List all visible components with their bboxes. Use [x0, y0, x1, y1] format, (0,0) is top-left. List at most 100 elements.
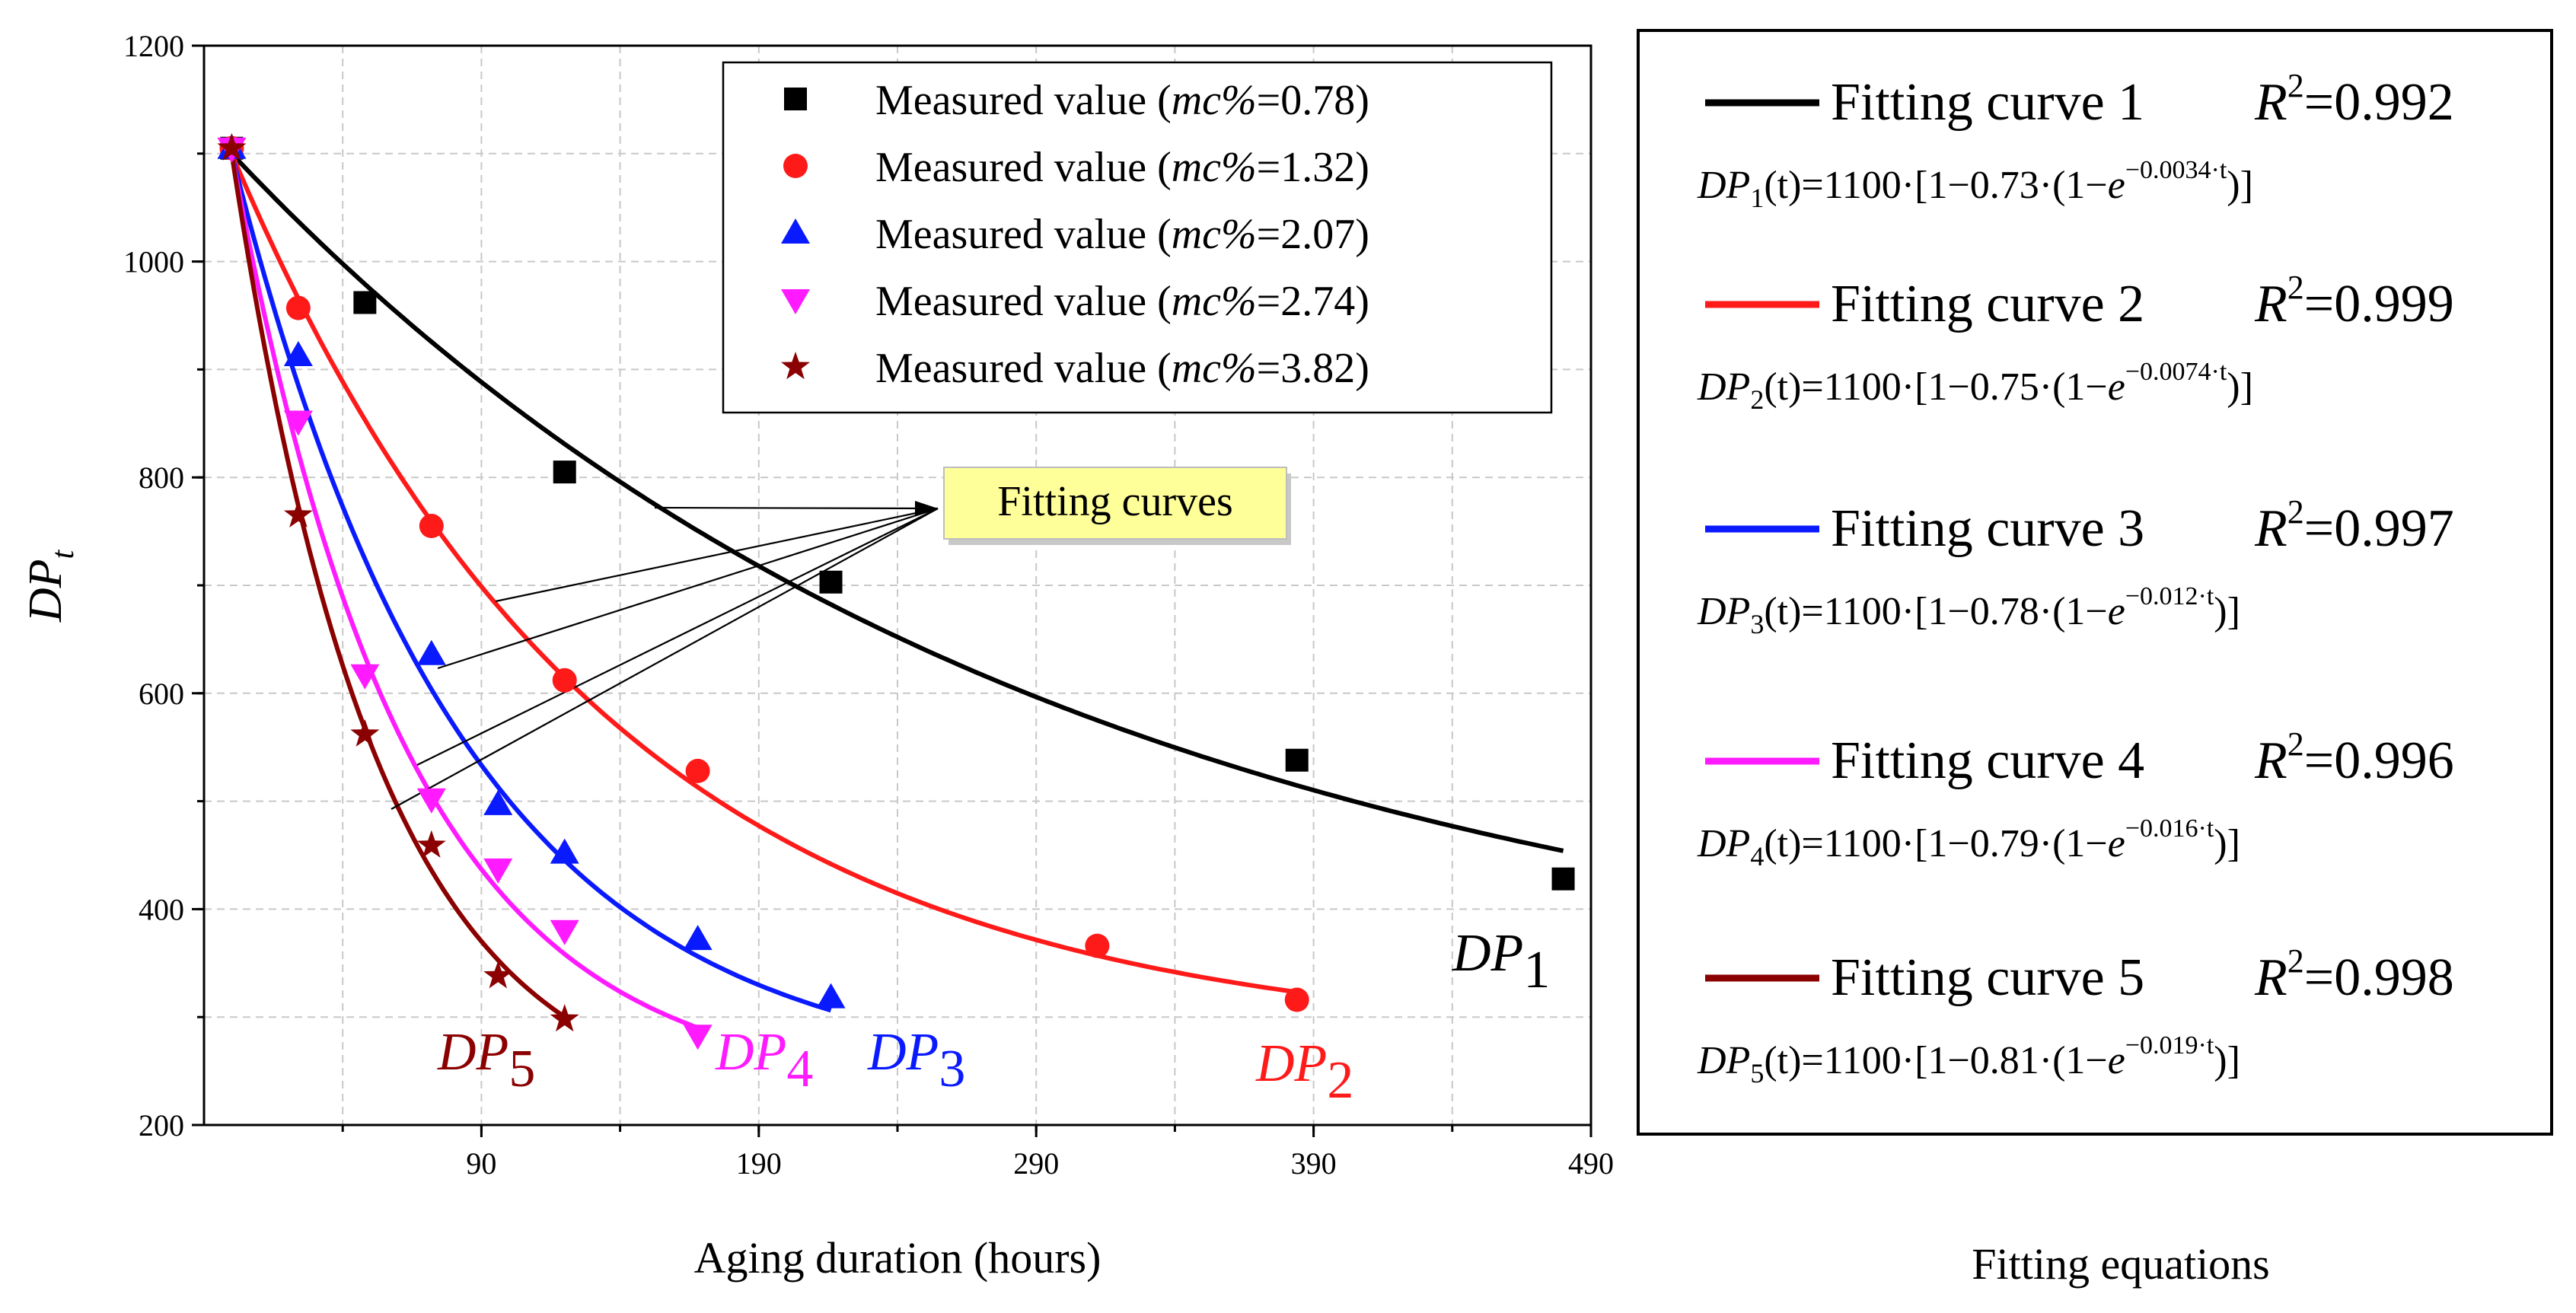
equation-formula-2: DP2(t)=1100·[1−0.75·(1−e−0.0074·t)]: [1697, 358, 2253, 415]
data-point-s5-3: [416, 830, 446, 858]
curve-label-1: DP1: [1452, 924, 1550, 999]
data-point-s4-5: [550, 919, 579, 945]
fit-curve-4: [229, 153, 699, 1031]
annotation-label: Fitting curves: [997, 478, 1233, 525]
equation-r2-4: R2=0.996: [2254, 725, 2454, 790]
fit-curve-1: [230, 151, 1564, 853]
annotation-box: [943, 467, 1287, 540]
data-point-s1-3: [819, 570, 843, 594]
series-3-points: [217, 133, 846, 1009]
plot-area: 90 190 290 390 490 200 400 600 800 1000 1200 Aging …: [20, 29, 1614, 1283]
equation-title-2: Fitting curve 2: [1831, 275, 2144, 333]
y-axis-label: DPt: [20, 550, 81, 623]
data-point-s1-4: [1285, 748, 1309, 772]
legend-marker-3: [781, 218, 810, 244]
equation-formula-1: DP1(t)=1100·[1−0.73·(1−e−0.0034·t)]: [1697, 156, 2253, 213]
y-tick-label: 200: [139, 1108, 184, 1143]
y-tick-label: 1000: [123, 245, 184, 279]
data-point-s3-2: [416, 639, 446, 665]
y-tick-label: 400: [139, 892, 184, 926]
equation-entry-3: Fitting curve 3 R2=0.997DP3(t)=1100·[1−0.…: [1697, 493, 2454, 639]
annotation-arrow-4: [416, 508, 939, 766]
data-point-s2-6: [1284, 987, 1309, 1012]
data-point-s2-5: [1085, 933, 1110, 958]
equations-box: [1637, 29, 2553, 1136]
equation-entry-4: Fitting curve 4 R2=0.996DP4(t)=1100·[1−0.…: [1697, 725, 2454, 872]
x-tick-label: 190: [736, 1146, 782, 1181]
data-point-s2-2: [419, 514, 444, 539]
data-point-s3-3: [483, 789, 513, 815]
data-point-s2-3: [552, 668, 577, 693]
x-axis-label: Aging duration (hours): [694, 1233, 1101, 1283]
equation-entry-5: Fitting curve 5 R2=0.998DP5(t)=1100·[1−0.…: [1697, 942, 2454, 1088]
data-point-s5-0: [217, 132, 247, 161]
equation-title-3: Fitting curve 3: [1831, 499, 2144, 558]
legend-box: [722, 61, 1553, 414]
annotation-arrow-3: [437, 507, 939, 670]
legend-entry-2: Measured value (mc%=1.32): [875, 144, 1369, 191]
legend-marker-1: [784, 88, 807, 110]
data-point-s3-1: [283, 340, 313, 366]
annotation-arrow-2: [495, 507, 939, 603]
equation-r2-5: R2=0.998: [2254, 942, 2454, 1007]
equation-r2-2: R2=0.999: [2254, 269, 2454, 333]
x-tick-label: 90: [466, 1146, 496, 1181]
legend-marker-2: [783, 154, 808, 178]
curve-label-4: DP4: [715, 1023, 813, 1098]
curve-label-5: DP5: [437, 1023, 535, 1098]
legend: Measured value (mc%=0.78) Measured value …: [722, 61, 1553, 414]
axis-ticks: 90 190 290 390 490 200 400 600 800 1000 1200: [123, 29, 1614, 1181]
x-tick-label: 290: [1013, 1146, 1059, 1181]
legend-marker-5: [781, 352, 810, 380]
data-point-s5-1: [283, 499, 313, 527]
equation-r2-3: R2=0.997: [2254, 493, 2454, 558]
data-point-s3-4: [550, 838, 579, 864]
data-point-s4-2: [350, 664, 380, 690]
data-point-s2-1: [285, 295, 311, 320]
series-5-points: [217, 132, 579, 1032]
data-point-s4-1: [283, 410, 313, 436]
curve-label-2: DP2: [1255, 1034, 1353, 1110]
data-point-s5-4: [483, 961, 513, 989]
legend-entry-1: Measured value (mc%=0.78): [875, 77, 1369, 124]
equations-caption: Fitting equations: [1972, 1239, 2270, 1289]
x-tick-label: 390: [1291, 1146, 1337, 1181]
y-tick-label: 800: [139, 461, 184, 495]
fit-curves: [229, 151, 1564, 1031]
y-tick-label: 600: [139, 677, 184, 711]
data-point-s4-3: [416, 788, 446, 814]
data-point-s4-4: [483, 858, 513, 884]
equation-r2-1: R2=0.992: [2254, 67, 2454, 132]
annotation: Fitting curves: [391, 467, 1291, 810]
data-point-s3-5: [683, 925, 713, 951]
data-point-s1-5: [1551, 867, 1575, 891]
legend-entry-5: Measured value (mc%=3.82): [875, 345, 1369, 392]
data-point-s2-4: [685, 758, 710, 783]
equation-entry-1: Fitting curve 1 R2=0.992DP1(t)=1100·[1−0.…: [1697, 67, 2454, 213]
x-tick-label: 490: [1568, 1146, 1614, 1181]
data-point-s5-2: [350, 719, 380, 747]
data-point-s4-6: [683, 1025, 713, 1050]
equation-title-1: Fitting curve 1: [1831, 73, 2144, 132]
equation-formula-3: DP3(t)=1100·[1−0.78·(1−e−0.012·t)]: [1697, 582, 2240, 639]
legend-entry-3: Measured value (mc%=2.07): [875, 211, 1369, 258]
data-point-s1-2: [553, 461, 576, 484]
data-point-s5-5: [550, 1004, 579, 1032]
equations-panel: Fitting equations Fitting curve 1 R2=0.992…: [1637, 29, 2553, 1289]
legend-entry-4: Measured value (mc%=2.74): [875, 278, 1369, 325]
data-points: [217, 132, 1575, 1050]
data-point-s3-6: [816, 983, 846, 1009]
curve-label-3: DP3: [867, 1023, 965, 1098]
equation-entry-2: Fitting curve 2 R2=0.999DP2(t)=1100·[1−0.…: [1697, 269, 2454, 415]
equation-title-4: Fitting curve 4: [1831, 731, 2144, 790]
data-point-s1-1: [353, 291, 377, 314]
equation-formula-5: DP5(t)=1100·[1−0.81·(1−e−0.019·t)]: [1697, 1031, 2240, 1088]
fit-curve-2: [229, 152, 1298, 995]
annotation-arrowhead: [915, 501, 938, 516]
fit-curve-3: [229, 153, 832, 1013]
equation-formula-4: DP4(t)=1100·[1−0.79·(1−e−0.016·t)]: [1697, 814, 2240, 872]
legend-marker-4: [781, 289, 810, 314]
y-tick-label: 1200: [123, 29, 184, 63]
annotation-arrow-5: [391, 508, 939, 810]
